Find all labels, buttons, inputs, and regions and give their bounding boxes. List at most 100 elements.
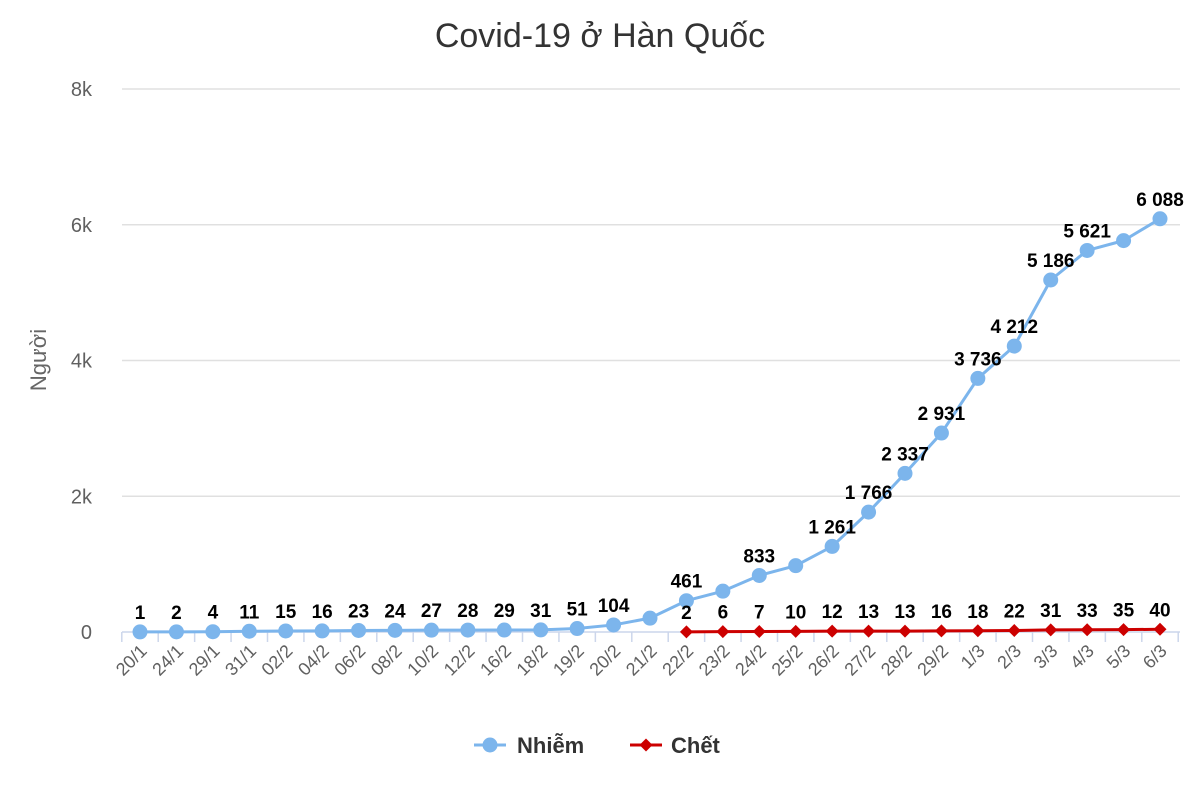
data-point[interactable] (387, 622, 403, 638)
data-point[interactable] (752, 625, 766, 639)
data-label: 29 (494, 601, 515, 622)
data-point[interactable] (825, 624, 839, 638)
data-point[interactable] (606, 617, 622, 633)
data-point[interactable] (642, 610, 658, 626)
data-label: 51 (567, 600, 589, 621)
data-point[interactable] (898, 624, 912, 638)
x-tick-label: 02/2 (258, 641, 297, 680)
data-point[interactable] (496, 622, 512, 638)
data-point[interactable] (933, 425, 949, 441)
data-point[interactable] (862, 624, 876, 638)
x-tick-label: 20/2 (585, 641, 624, 680)
data-label: 31 (1040, 601, 1062, 622)
data-point[interactable] (533, 622, 549, 638)
x-tick-label: 4/3 (1066, 641, 1098, 673)
legend-marker (482, 737, 498, 753)
data-label: 2 (681, 603, 692, 624)
data-point[interactable] (861, 504, 877, 520)
x-tick-label: 19/2 (549, 641, 588, 680)
data-point[interactable] (1044, 623, 1058, 637)
data-point[interactable] (971, 624, 985, 638)
legend-item-1[interactable]: Chết (630, 733, 721, 758)
data-point[interactable] (678, 593, 694, 609)
data-point[interactable] (679, 625, 693, 639)
data-point[interactable] (168, 624, 184, 640)
x-tick-label: 06/2 (330, 641, 369, 680)
legend-label: Chết (671, 733, 721, 758)
data-point[interactable] (569, 621, 585, 637)
data-label: 12 (822, 602, 843, 623)
data-point[interactable] (789, 624, 803, 638)
data-label: 31 (530, 601, 552, 622)
data-label: 5 186 (1027, 251, 1075, 272)
y-axis-label: Người (26, 329, 51, 391)
data-point[interactable] (460, 622, 476, 638)
x-tick-label: 29/2 (913, 641, 952, 680)
data-point[interactable] (824, 538, 840, 554)
data-point[interactable] (314, 623, 330, 639)
data-point[interactable] (278, 623, 294, 639)
data-label: 28 (457, 601, 478, 622)
data-point[interactable] (205, 624, 221, 640)
x-axis: 20/124/129/131/102/204/206/208/210/212/2… (112, 631, 1180, 680)
data-label: 6 088 (1136, 190, 1184, 211)
data-point[interactable] (788, 558, 804, 574)
series-line-0 (139, 217, 1161, 634)
x-tick-label: 28/2 (877, 641, 916, 680)
data-point[interactable] (751, 567, 767, 583)
data-point[interactable] (132, 624, 148, 640)
data-point[interactable] (1153, 622, 1167, 636)
data-label: 16 (931, 602, 952, 623)
data-label: 16 (312, 602, 333, 623)
x-tick-label: 12/2 (440, 641, 479, 680)
x-tick-label: 3/3 (1030, 641, 1062, 673)
x-tick-label: 20/1 (112, 641, 151, 680)
data-label: 1 766 (845, 483, 893, 504)
data-label: 15 (275, 602, 297, 623)
x-tick-label: 24/2 (731, 641, 770, 680)
data-point[interactable] (1079, 242, 1095, 258)
data-label: 27 (421, 601, 442, 622)
data-point[interactable] (241, 623, 257, 639)
data-label: 22 (1004, 602, 1025, 623)
x-tick-label: 6/3 (1139, 641, 1171, 673)
data-point[interactable] (1117, 623, 1131, 637)
data-label: 4 212 (991, 317, 1039, 338)
data-point[interactable] (934, 624, 948, 638)
data-label: 2 (171, 603, 182, 624)
x-tick-label: 18/2 (513, 641, 552, 680)
y-tick-label: 0 (81, 622, 92, 644)
data-label: 18 (967, 602, 988, 623)
legend-label: Nhiễm (517, 733, 584, 758)
data-point[interactable] (1116, 233, 1132, 249)
data-label: 2 337 (881, 444, 929, 465)
data-point[interactable] (970, 370, 986, 386)
data-point[interactable] (1006, 338, 1022, 354)
data-label: 10 (785, 602, 806, 623)
x-tick-label: 1/3 (957, 641, 989, 673)
data-label: 833 (743, 546, 775, 567)
x-tick-label: 24/1 (148, 641, 187, 680)
data-label: 461 (671, 572, 703, 593)
data-point[interactable] (1007, 624, 1021, 638)
y-tick-label: 2k (71, 486, 93, 508)
data-point[interactable] (897, 465, 913, 481)
data-label: 7 (754, 603, 765, 624)
data-label: 6 (718, 603, 729, 624)
data-point[interactable] (1043, 272, 1059, 288)
grid-lines (122, 88, 1180, 497)
data-point[interactable] (351, 622, 367, 638)
data-point[interactable] (716, 625, 730, 639)
data-point[interactable] (1080, 623, 1094, 637)
legend-item-0[interactable]: Nhiễm (474, 733, 584, 758)
data-point[interactable] (715, 583, 731, 599)
data-label: 24 (384, 601, 406, 622)
data-point[interactable] (423, 622, 439, 638)
x-tick-label: 21/2 (622, 641, 661, 680)
y-axis-ticks: 0 2k 4k 6k 8k (71, 79, 93, 644)
data-point[interactable] (1152, 211, 1168, 227)
data-label: 11 (239, 602, 260, 623)
data-label: 23 (348, 601, 369, 622)
legend[interactable]: Nhiễm Chết (474, 733, 721, 758)
